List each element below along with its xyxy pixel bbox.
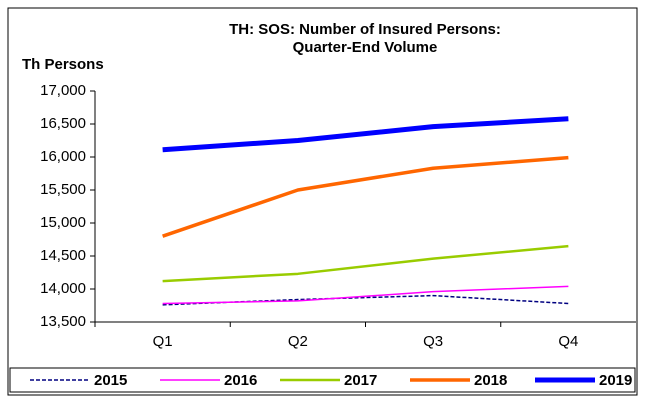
legend-box bbox=[9, 367, 636, 393]
series-line bbox=[162, 116, 569, 153]
y-axis-label: Th Persons bbox=[22, 56, 104, 73]
y-tick-label: 15,500 bbox=[40, 181, 86, 198]
legend-label: 2017 bbox=[344, 372, 377, 389]
chart-title: TH: SOS: Number of Insured Persons: bbox=[229, 21, 501, 38]
y-tick-label: 15,000 bbox=[40, 214, 86, 231]
x-tick-label: Q2 bbox=[288, 333, 308, 350]
series-line bbox=[162, 285, 569, 305]
series-line bbox=[162, 244, 569, 283]
legend-label: 2015 bbox=[94, 372, 127, 389]
x-tick-label: Q4 bbox=[558, 333, 578, 350]
series-line bbox=[162, 155, 569, 238]
y-tick-label: 13,500 bbox=[40, 313, 86, 330]
y-tick-label: 14,500 bbox=[40, 247, 86, 264]
y-tick-label: 14,000 bbox=[40, 280, 86, 297]
chart-title: Quarter-End Volume bbox=[293, 39, 438, 56]
legend-label: 2018 bbox=[474, 372, 507, 389]
y-tick-label: 16,000 bbox=[40, 148, 86, 165]
y-tick-label: 16,500 bbox=[40, 115, 86, 132]
legend-label: 2019 bbox=[599, 372, 632, 389]
x-tick-label: Q3 bbox=[423, 333, 443, 350]
legend-label: 2016 bbox=[224, 372, 257, 389]
chart-frame bbox=[7, 7, 638, 396]
y-tick-label: 17,000 bbox=[40, 82, 86, 99]
x-tick-label: Q1 bbox=[153, 333, 173, 350]
